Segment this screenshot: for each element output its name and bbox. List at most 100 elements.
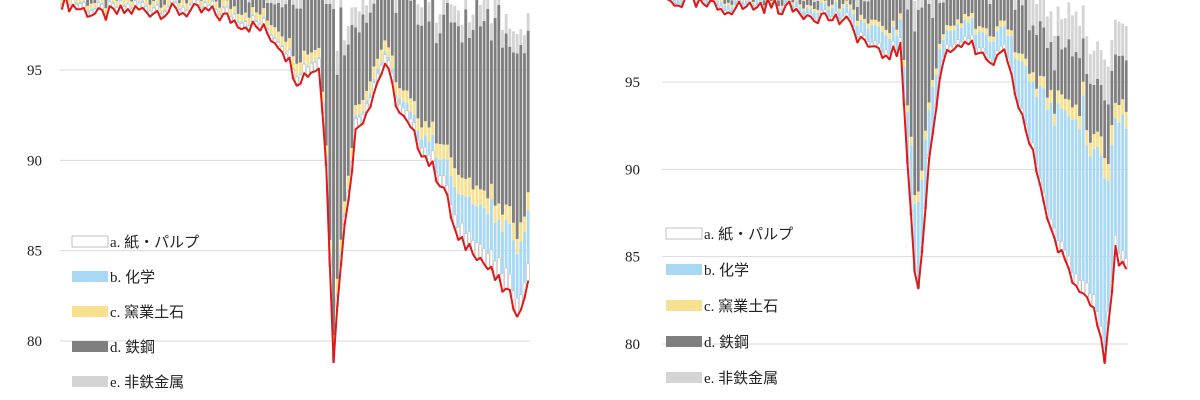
bar-segment-c [486,198,490,214]
bar-segment-d [258,0,262,15]
bar-segment-b [755,0,759,5]
bar-segment-e [1110,40,1114,71]
bar-segment-b [838,12,841,21]
bar-segment-e [449,4,453,23]
bar-segment-c [1092,134,1096,149]
bar-segment-e [855,0,859,7]
bar-segment-c [1114,102,1117,118]
bar-segment-e [335,50,339,75]
bar-segment-e [479,4,482,27]
bar-segment-c [232,6,236,13]
bar-segment-c [361,100,365,111]
bar-segment-d [236,0,240,14]
bar-segment-b [401,101,405,108]
bar-segment-c [464,178,468,197]
bar-segment-d [251,0,255,8]
bar-segment-b [985,34,988,54]
bar-segment-b [906,111,909,159]
bar-segment-c [519,222,523,242]
bar-segment-c [60,0,64,3]
bar-segment-b [870,25,874,43]
bar-segment-d [398,0,402,89]
bar-segment-e [1124,26,1128,61]
bar-segment-d [1045,47,1049,98]
bar-segment-c [251,7,255,15]
bar-segment-b [934,74,938,105]
bar-segment-d [86,0,89,6]
bar-segment-e [1013,0,1017,10]
bar-segment-e [1114,19,1117,55]
bar-segment-c [981,27,985,33]
bar-segment-d [464,9,468,179]
y-tick-label: 80 [27,334,42,350]
bar-segment-b [884,35,888,50]
bar-segment-e [471,14,475,30]
bar-segment-b [1031,81,1035,143]
bar-segment-d [89,0,93,4]
bar-segment-b [317,56,321,59]
bar-segment-d [405,0,409,91]
bar-segment-d [497,4,501,204]
bar-segment-e [1121,23,1125,56]
bar-segment-b [1099,155,1103,327]
bar-segment-b [1042,88,1046,193]
bar-segment-c [1071,107,1074,120]
bar-segment-d [1038,21,1042,76]
bar-segment-d [1114,54,1117,103]
bar-segment-d [104,0,108,9]
bar-segment-b [1035,97,1038,165]
bar-segment-b [89,8,93,11]
bar-segment-d [310,0,313,53]
legend-label-b: b. 化学 [110,269,155,286]
bar-segment-c [122,0,126,6]
bar-segment-e [1060,19,1064,50]
bar-segment-b [924,139,927,204]
bar-segment-d [1063,47,1067,99]
bar-segment-d [992,0,995,37]
bar-segment-a [1113,235,1118,247]
bar-segment-d [952,0,956,26]
bar-segment-b [467,196,471,232]
bar-segment-c [67,0,71,4]
bar-segment-d [302,0,306,51]
bar-segment-d [218,0,222,8]
y-tick-label: 95 [625,75,640,91]
bar-segment-c [453,168,457,187]
bar-segment-b [913,203,917,267]
bar-segment-b [273,36,277,39]
bar-segment-e [526,13,530,31]
bar-segment-b [881,31,884,53]
bar-segment-b [442,158,446,176]
bar-segment-e [1088,54,1092,84]
bar-segment-c [266,20,269,28]
bar-segment-c [1038,75,1042,86]
bar-segment-c [188,0,192,4]
bar-segment-c [726,2,730,5]
bar-segment-b [1017,60,1021,104]
bar-segment-e [277,0,280,4]
bar-segment-c [985,28,988,35]
bar-segment-b [1124,128,1128,259]
y-tick-label: 90 [27,153,42,169]
bar-segment-c [515,238,519,255]
bar-segment-c [174,0,178,2]
bar-segment-c [137,0,141,2]
bar-segment-b [759,0,762,1]
bar-segment-c [1020,53,1024,62]
bar-segment-d [130,0,134,2]
bar-segment-d [920,7,924,171]
bar-segment-c [1045,97,1049,111]
bar-segment-d [1103,100,1107,159]
bar-segment-b [159,12,163,15]
bar-segment-c [390,55,394,69]
bar-segment-d [449,22,453,158]
bar-segment-e [1038,0,1042,22]
bar-segment-c [335,278,339,294]
bar-segment-b [284,52,288,55]
bar-segment-b [383,51,387,55]
bar-segment-c [888,33,892,39]
bar-segment-d [390,0,394,56]
bar-segment-b [100,2,104,5]
bar-segment-b [816,12,820,21]
bar-segment-b [1117,122,1121,254]
